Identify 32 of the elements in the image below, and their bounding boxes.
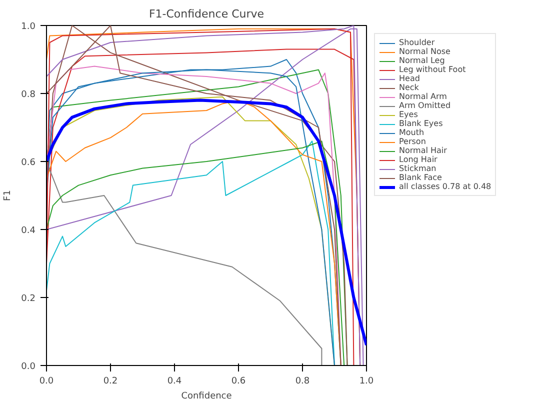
y-tick-label: 0.4 (21, 226, 36, 236)
legend-label: Head (399, 74, 420, 83)
legend-label: Arm Omitted (399, 101, 451, 110)
legend-label: Blank Eyes (399, 119, 443, 128)
legend-label: Long Hair (399, 155, 438, 164)
y-tick-label: 0.8 (21, 90, 36, 100)
x-tick-label: 0.6 (231, 376, 246, 386)
legend-label: all classes 0.78 at 0.48 (399, 182, 492, 191)
x-axis-title: Confidence (181, 392, 232, 402)
legend-label: Normal Hair (399, 146, 447, 155)
y-tick-label: 1.0 (21, 22, 36, 32)
chart-title: F1-Confidence Curve (148, 8, 264, 20)
y-tick-label: 0.0 (21, 362, 36, 372)
legend-label: Person (399, 137, 426, 146)
y-axis-title: F1 (3, 190, 14, 201)
y-tick-label: 0.6 (21, 158, 36, 168)
legend-label: Normal Leg (399, 56, 445, 65)
y-tick-label: 0.2 (21, 294, 36, 304)
legend-label: Neck (399, 83, 419, 92)
x-tick-label: 0.8 (295, 376, 310, 386)
legend-label: Mouth (399, 128, 424, 137)
legend-label: Eyes (399, 110, 419, 119)
legend-label: Shoulder (399, 38, 435, 47)
legend-label: Blank Face (399, 173, 442, 182)
x-tick-label: 1.0 (359, 376, 374, 386)
x-tick-label: 0.4 (167, 376, 182, 386)
legend-label: Normal Nose (399, 47, 450, 56)
x-tick-label: 0.0 (39, 376, 54, 386)
legend-label: Normal Arm (399, 92, 447, 101)
legend-label: Stickman (399, 164, 436, 173)
x-tick-label: 0.2 (103, 376, 118, 386)
legend-label: Leg without Foot (399, 65, 466, 74)
